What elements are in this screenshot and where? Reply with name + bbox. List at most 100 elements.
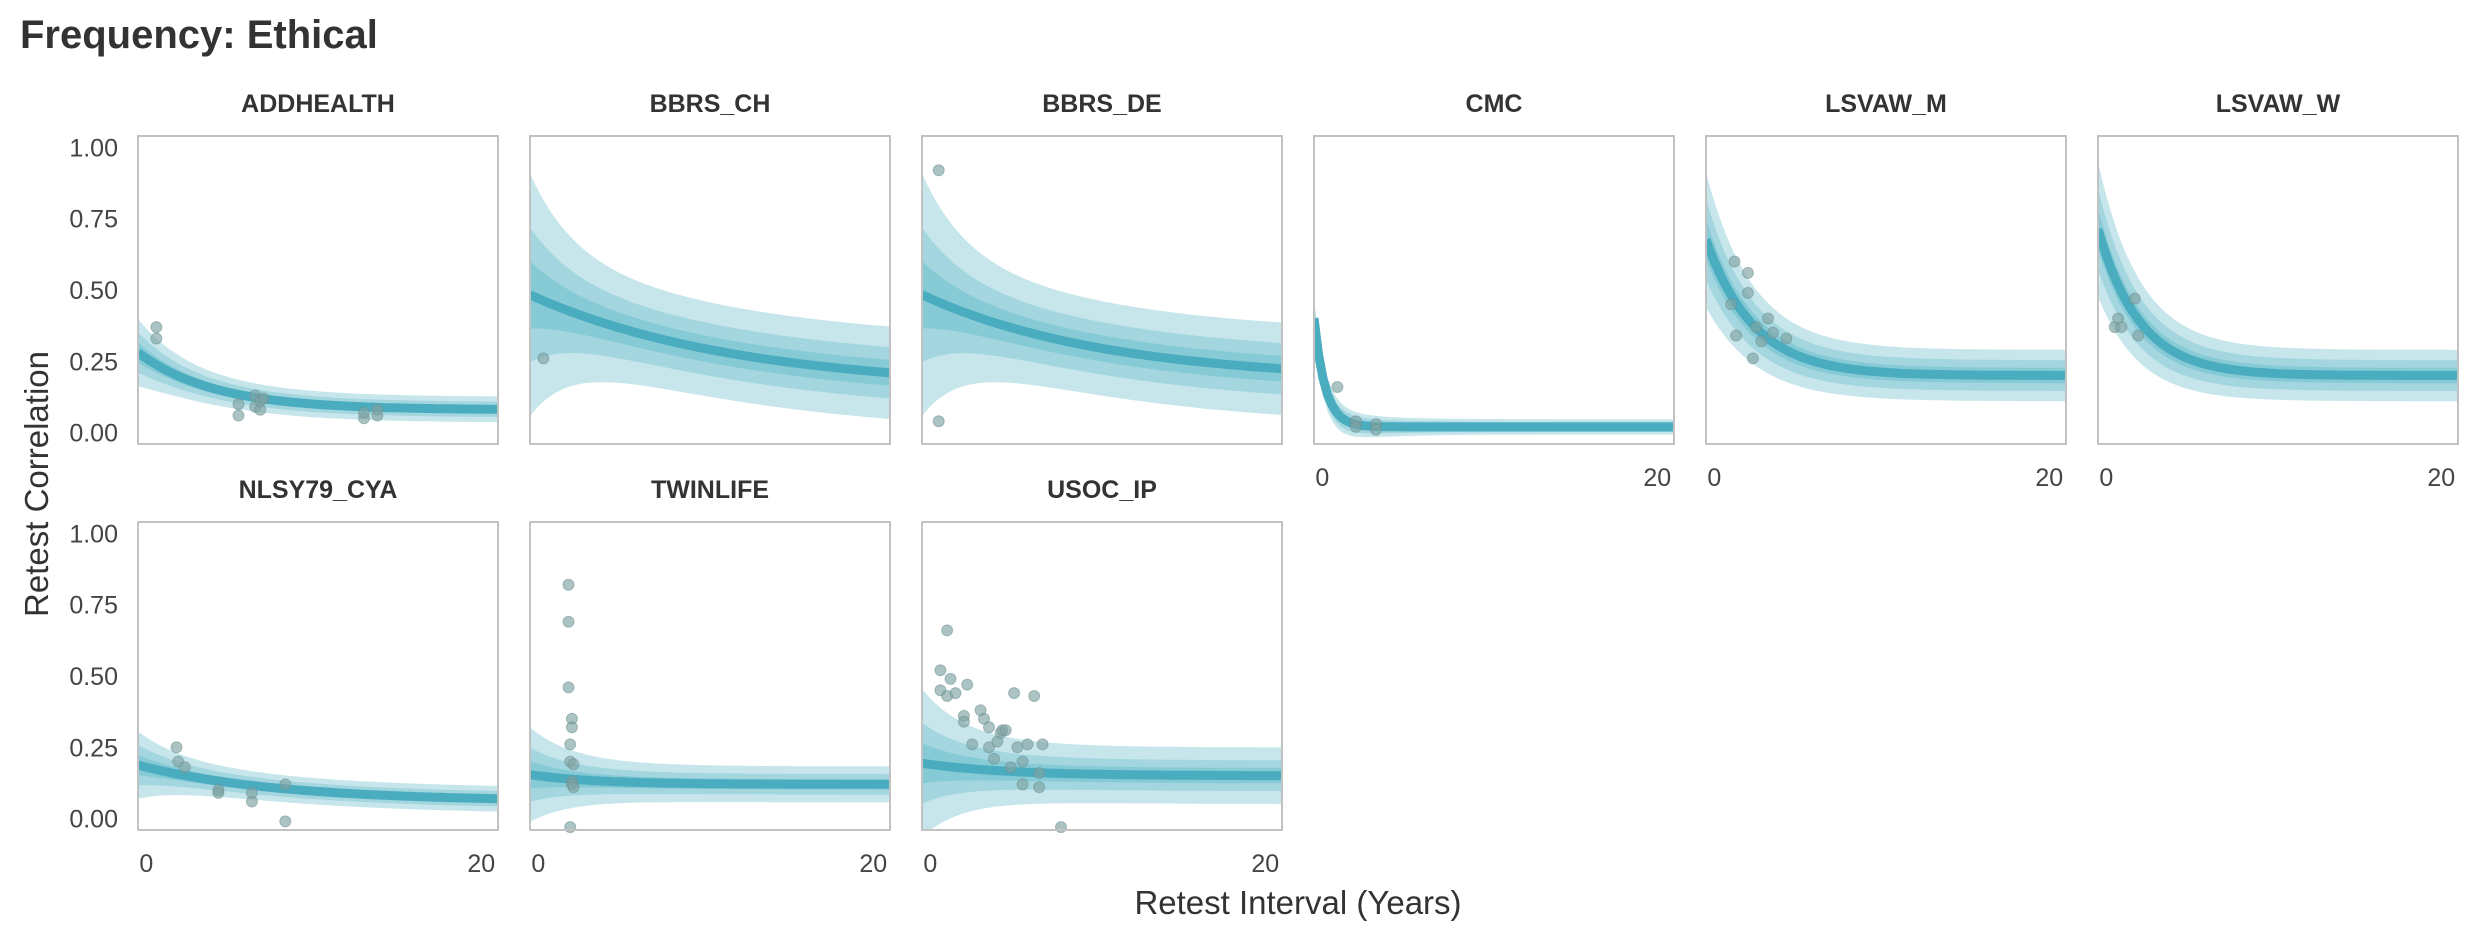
fit-line <box>922 758 1282 781</box>
data-point <box>932 415 945 428</box>
data-point <box>1033 767 1046 779</box>
data-point <box>1746 352 1759 365</box>
data-point <box>966 738 979 751</box>
fit-bands <box>2098 161 2458 402</box>
x-tick-label: 20 <box>859 850 887 878</box>
data-point <box>983 721 995 734</box>
fit-line <box>530 290 890 378</box>
panel-frame <box>137 135 499 445</box>
x-tick-label: 0 <box>531 850 545 878</box>
data-point <box>562 681 575 694</box>
data-point <box>567 781 580 794</box>
data-point <box>170 741 183 754</box>
panel-title: LSVAW_W <box>2216 90 2341 118</box>
panel-frame <box>2097 135 2459 445</box>
y-tick-label: 1.00 <box>69 134 118 162</box>
chart-title: Frequency: Ethical <box>20 13 378 57</box>
panel-frame <box>529 135 891 445</box>
panel-title: NLSY79_CYA <box>239 476 398 504</box>
band-mid <box>922 722 1282 804</box>
panel-title: BBRS_DE <box>1042 90 1161 118</box>
data-point <box>564 738 577 751</box>
y-tick-label: 0.75 <box>69 592 118 620</box>
band-mid <box>138 744 498 807</box>
panel-lsvaw-w: LSVAW_W 0 20 <box>2097 90 2459 492</box>
panel-cmc: CMC 0 20 <box>1313 90 1675 492</box>
data-point <box>1008 687 1021 700</box>
data-point <box>1011 741 1024 754</box>
panel-frame <box>1705 135 2067 445</box>
data-point <box>1331 381 1344 393</box>
fit-line <box>1706 238 2066 380</box>
x-axis-label: Retest Interval (Years) <box>1134 884 1461 921</box>
x-tick-label: 20 <box>467 850 495 878</box>
panel-bbrs-ch: BBRS_CH <box>529 90 891 445</box>
data-point <box>2132 329 2145 342</box>
data-point <box>257 392 270 405</box>
y-tick-label: 1.00 <box>69 520 118 548</box>
data-point <box>1762 312 1774 325</box>
fit-line <box>138 760 498 804</box>
panel-twinlife: TWINLIFE 0 20 <box>529 476 891 878</box>
band-inner <box>922 261 1282 382</box>
x-tick-label: 0 <box>923 850 937 878</box>
data-point <box>279 815 292 828</box>
panel-title: ADDHEALTH <box>241 90 395 118</box>
data-point <box>941 624 954 637</box>
data-point <box>150 332 163 345</box>
x-tick-label: 20 <box>1251 850 1279 878</box>
data-point <box>178 761 191 774</box>
data-point <box>245 786 258 799</box>
panel-usoc-ip: USOC_IP 0 20 <box>921 476 1283 878</box>
data-point <box>1028 690 1041 702</box>
fit-line <box>922 290 1282 374</box>
band-mid <box>1314 304 1674 434</box>
panels-group: ADDHEALTH 0.00 0.25 0.50 0.75 1.00 BBRS_CH BBRS… <box>69 90 2459 878</box>
data-point <box>358 406 370 419</box>
data-point <box>1750 321 1763 334</box>
band-mid <box>2098 188 2458 391</box>
fit-line <box>138 348 498 414</box>
y-tick-label: 0.25 <box>69 348 118 376</box>
data-point <box>1349 420 1362 433</box>
data-point <box>1730 329 1743 342</box>
data-point <box>1016 778 1029 791</box>
panel-title: LSVAW_M <box>1825 90 1947 118</box>
band-inner <box>530 261 890 386</box>
fit-bands <box>530 727 890 822</box>
x-tick-label: 20 <box>1643 464 1671 492</box>
x-tick-label: 0 <box>1707 464 1721 492</box>
x-tick-label: 20 <box>2427 464 2455 492</box>
data-point <box>232 409 245 422</box>
panel-frame <box>1313 135 1675 445</box>
data-point <box>1004 761 1017 774</box>
data-point <box>212 786 225 799</box>
data-point <box>999 724 1012 737</box>
panel-title: TWINLIFE <box>651 476 769 504</box>
data-point <box>1033 781 1046 794</box>
data-point <box>562 615 575 628</box>
data-point <box>279 778 292 791</box>
fit-line <box>530 770 890 789</box>
data-point <box>1741 286 1754 299</box>
band-inner <box>1314 311 1674 430</box>
panel-frame <box>921 135 1283 445</box>
x-tick-label: 20 <box>2035 464 2063 492</box>
data-point <box>1036 738 1049 751</box>
data-point <box>1728 255 1741 268</box>
y-tick-label: 0.00 <box>69 420 118 448</box>
data-point <box>988 752 1000 765</box>
fit-bands <box>530 173 890 419</box>
panel-frame <box>529 521 891 831</box>
data-point <box>562 578 575 591</box>
panel-nlsy79-cya: NLSY79_CYA 0.00 0.25 0.50 0.75 1.00 0 20 <box>69 476 499 878</box>
fit-line <box>1314 317 1674 432</box>
panel-frame <box>921 521 1283 831</box>
y-tick-label: 0.75 <box>69 206 118 234</box>
data-point <box>932 164 945 177</box>
data-point <box>567 758 580 771</box>
fit-bands <box>1314 298 1674 438</box>
data-point <box>2128 292 2141 305</box>
